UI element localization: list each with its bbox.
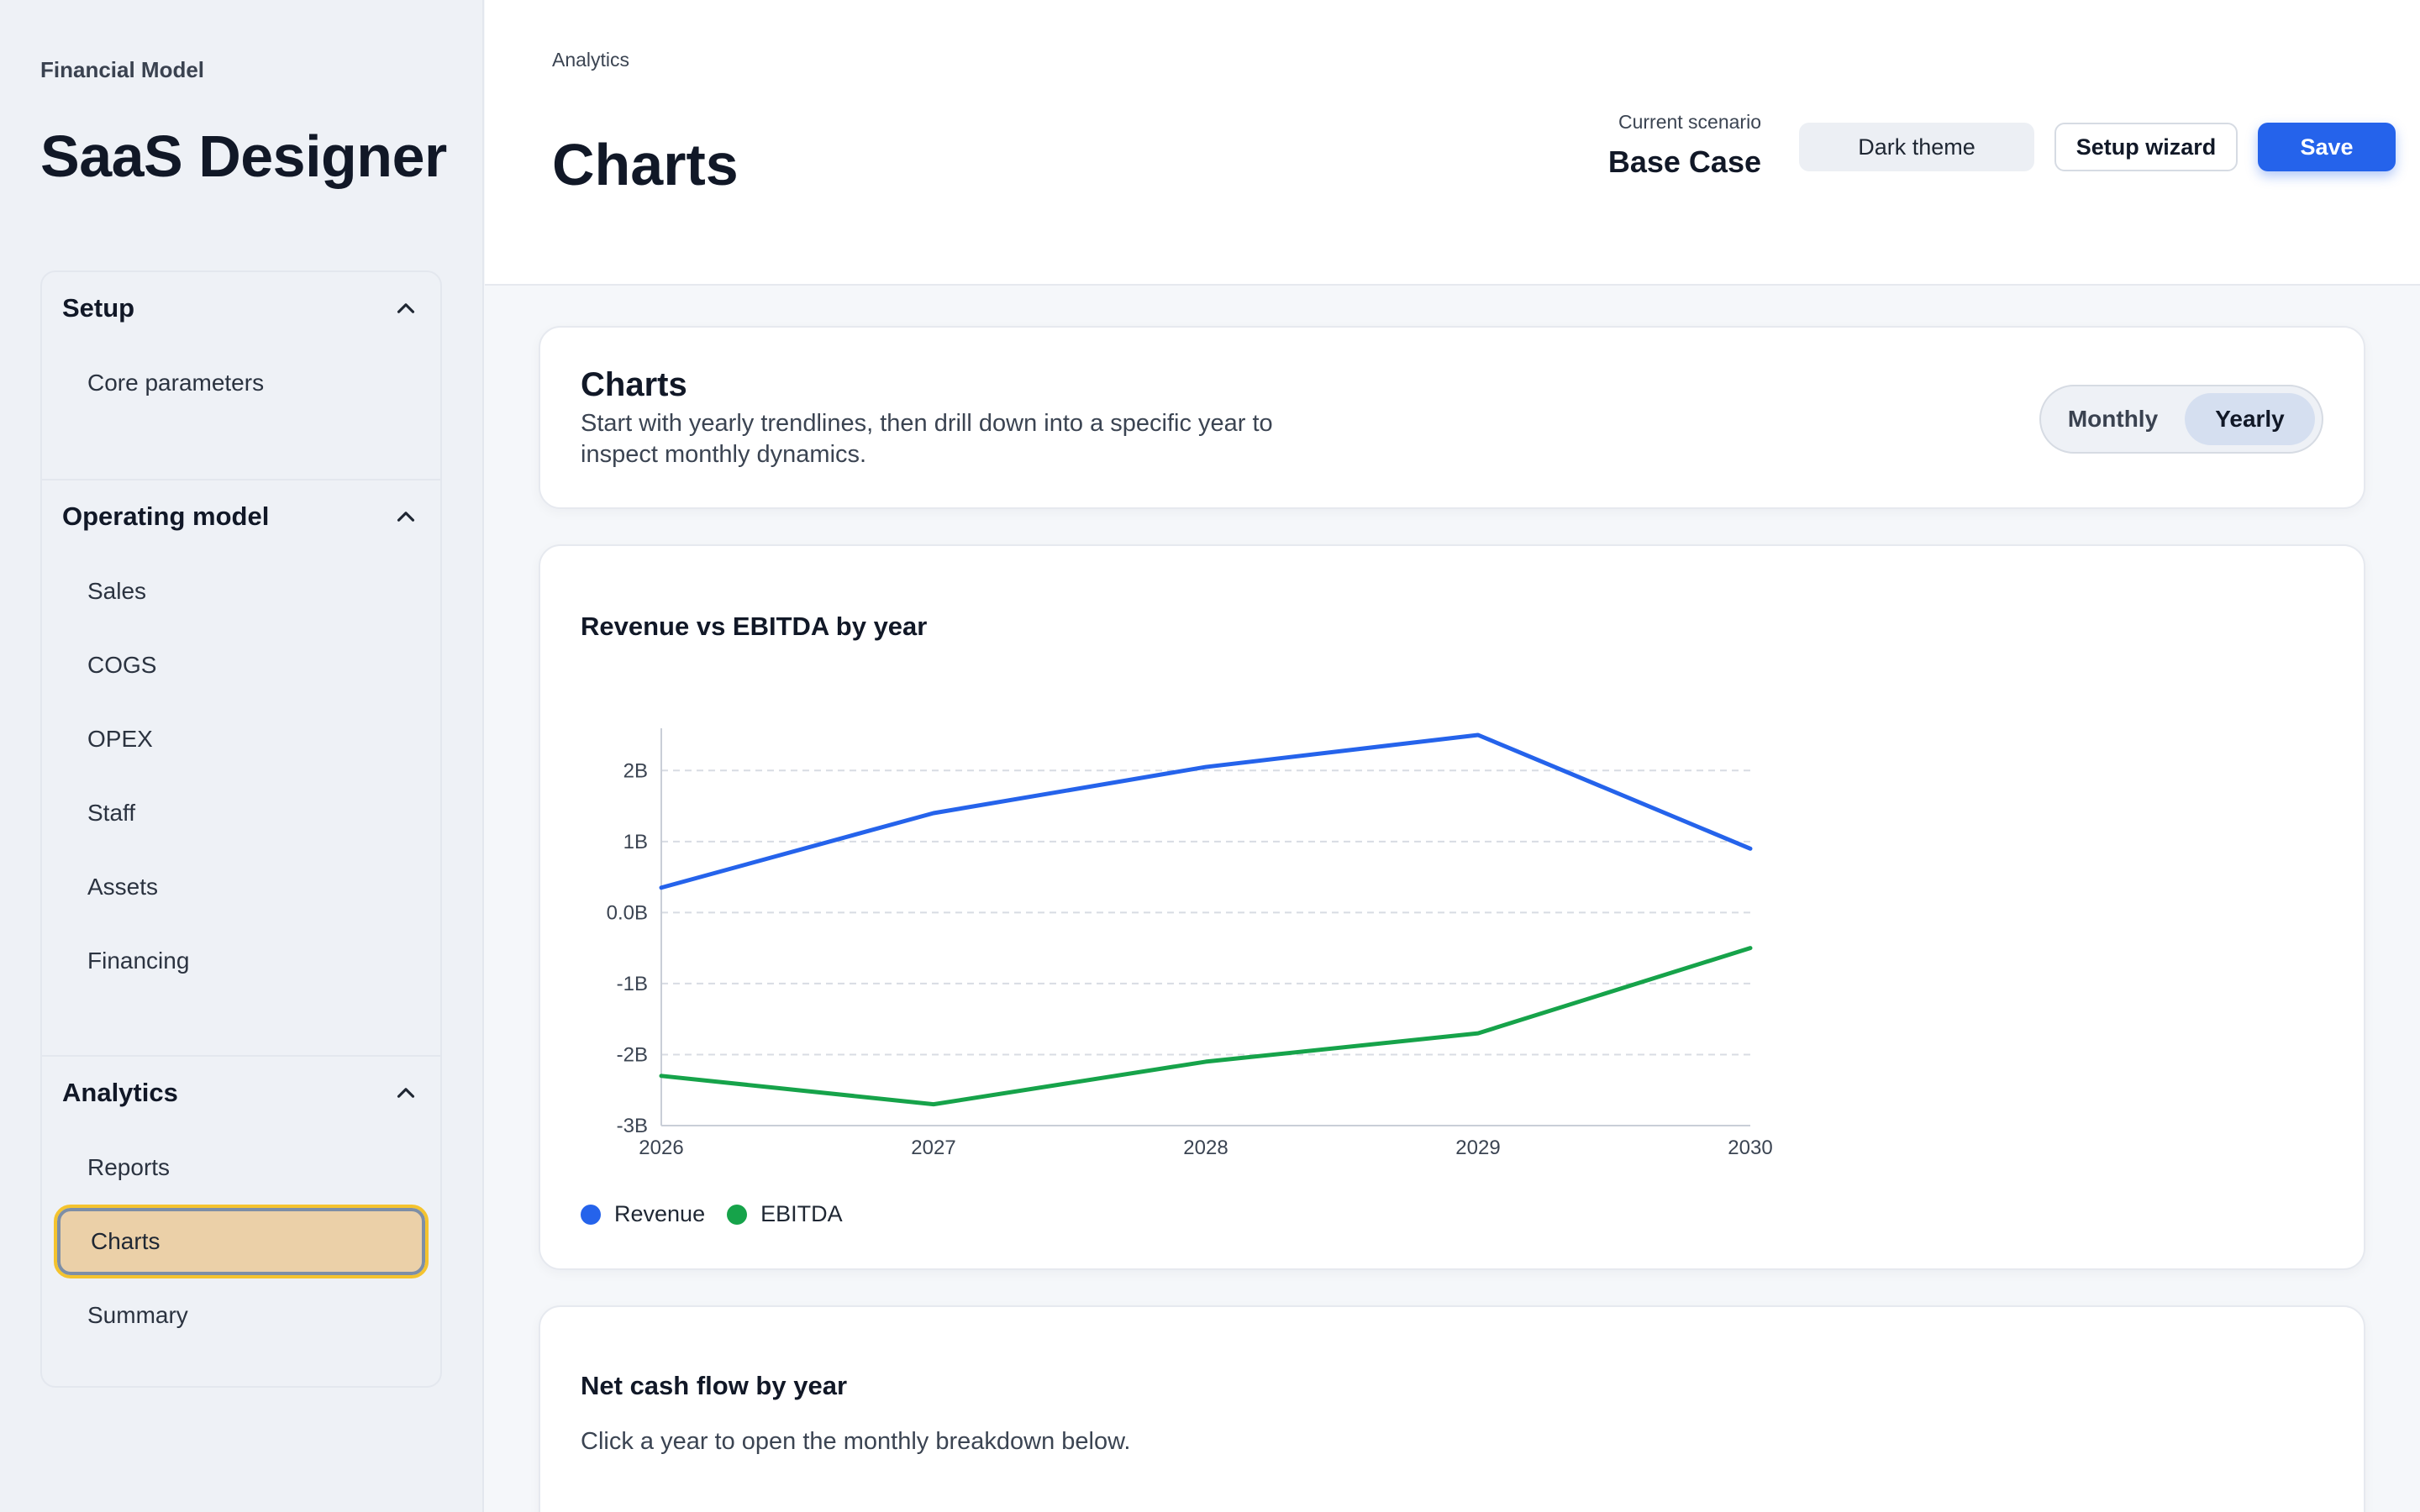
page-title: Charts [552, 132, 739, 197]
setup-wizard-button[interactable]: Setup wizard [2054, 123, 2238, 171]
legend-item-revenue[interactable]: Revenue [581, 1201, 705, 1227]
x-tick-label: 2030 [1728, 1137, 1772, 1159]
sidebar-item-opex[interactable]: OPEX [87, 726, 153, 752]
revenue-ebitda-card: Revenue vs EBITDA by year 2B 1B 0.0B -1B -2B… [539, 544, 2365, 1270]
nav-section-label: Setup [62, 293, 135, 323]
chevron-up-icon [397, 1088, 415, 1098]
sidebar-item-core-parameters[interactable]: Core parameters [87, 370, 265, 396]
x-tick-label: 2027 [911, 1137, 955, 1159]
sidebar-item-cogs[interactable]: COGS [87, 652, 157, 678]
y-tick-label: 1B [623, 831, 648, 853]
series-line-revenue [659, 732, 1753, 890]
legend-label-revenue: Revenue [614, 1201, 706, 1226]
y-tick-label: 0.0B [607, 901, 648, 924]
toggle-yearly[interactable]: Yearly [2185, 393, 2315, 445]
nav-section-header-analytics[interactable]: Analytics [62, 1072, 420, 1114]
nav-section-label: Operating model [62, 501, 270, 531]
nav-section-setup: Setup Core parameters [42, 272, 440, 479]
sidebar-item-charts[interactable]: Charts [54, 1205, 429, 1278]
net-cash-flow-card: Net cash flow by year Click a year to op… [539, 1305, 2365, 1512]
sidebar: Financial Model SaaS Designer Setup Core… [0, 0, 484, 1512]
sidebar-item-financing[interactable]: Financing [87, 948, 190, 974]
nav-section-analytics: Analytics Reports Charts Summary [42, 1055, 440, 1386]
sidebar-nav: Setup Core parameters Operating model Sa… [40, 270, 442, 1388]
y-tick-label: -2B [617, 1043, 648, 1066]
chart-legend: Revenue EBITDA [581, 1201, 843, 1227]
nav-section-label: Analytics [62, 1078, 178, 1107]
y-tick-label: -1B [617, 973, 648, 995]
legend-swatch-revenue [581, 1204, 601, 1225]
sidebar-item-staff[interactable]: Staff [87, 800, 136, 826]
legend-label-ebitda: EBITDA [760, 1201, 843, 1226]
y-tick-label: -3B [617, 1115, 648, 1137]
cashflow-card-description: Click a year to open the monthly breakdo… [581, 1428, 1131, 1455]
sidebar-item-sales[interactable]: Sales [87, 578, 147, 604]
nav-section-header-operating-model[interactable]: Operating model [62, 496, 420, 538]
app-kicker: Financial Model [40, 57, 205, 82]
intro-card-description: Start with yearly trendlines, then drill… [581, 410, 1273, 468]
x-tick-label: 2028 [1183, 1137, 1228, 1159]
sidebar-item-summary[interactable]: Summary [87, 1302, 188, 1328]
intro-card-title: Charts [581, 366, 687, 403]
sidebar-item-reports[interactable]: Reports [87, 1154, 171, 1180]
y-tick-label: 2B [623, 759, 648, 782]
legend-swatch-ebitda [727, 1204, 748, 1225]
period-toggle: Monthly Yearly [2039, 385, 2323, 454]
breadcrumb[interactable]: Analytics [552, 49, 630, 71]
intro-card: Charts Start with yearly trendlines, the… [539, 326, 2365, 509]
scenario-label: Current scenario [1618, 111, 1761, 133]
series-line-ebitda [659, 946, 1753, 1107]
chevron-up-icon [397, 303, 415, 313]
dark-theme-button[interactable]: Dark theme [1799, 123, 2034, 171]
save-button[interactable]: Save [2258, 123, 2396, 171]
sidebar-item-assets[interactable]: Assets [87, 874, 159, 900]
nav-section-header-setup[interactable]: Setup [62, 287, 420, 329]
chevron-up-icon [397, 512, 415, 522]
chart-title: Revenue vs EBITDA by year [581, 612, 928, 641]
scenario-value: Base Case [1607, 144, 1761, 179]
page-header: Analytics Charts Current scenario Base C… [485, 0, 2420, 286]
nav-section-operating-model: Operating model Sales COGS OPEX Staff As… [42, 479, 440, 1055]
legend-item-ebitda[interactable]: EBITDA [727, 1201, 843, 1227]
cashflow-card-title: Net cash flow by year [581, 1371, 848, 1400]
x-tick-label: 2026 [639, 1137, 683, 1159]
x-tick-label: 2029 [1455, 1137, 1500, 1159]
toggle-monthly[interactable]: Monthly [2067, 406, 2159, 432]
app-title: SaaS Designer [40, 123, 447, 189]
